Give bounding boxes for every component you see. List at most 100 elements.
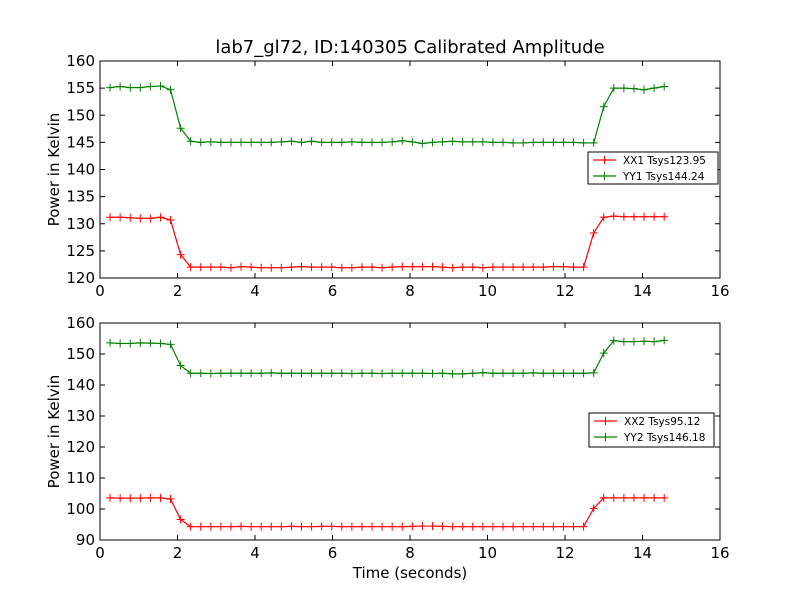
data-point <box>589 504 598 513</box>
data-point <box>619 84 628 93</box>
data-point <box>458 369 467 378</box>
data-point <box>337 522 346 531</box>
data-point <box>650 337 659 346</box>
data-point <box>297 138 306 147</box>
data-point <box>398 522 407 531</box>
data-point <box>136 83 145 92</box>
y-tick-label: 155 <box>66 79 95 97</box>
data-point <box>257 263 266 272</box>
data-point <box>196 138 205 147</box>
data-point <box>378 369 387 378</box>
data-point <box>337 138 346 147</box>
data-point <box>629 337 638 346</box>
data-point <box>216 522 225 531</box>
legend: XX1 Tsys123.95 YY1 Tsys144.24 <box>587 151 719 185</box>
data-point <box>579 522 588 531</box>
data-point <box>438 137 447 146</box>
legend: XX2 Tsys95.12 YY2 Tsys146.18 <box>588 412 715 448</box>
data-point <box>629 493 638 502</box>
legend-marker <box>600 172 609 180</box>
data-point <box>519 263 528 272</box>
data-point <box>257 138 266 147</box>
data-point <box>609 336 618 345</box>
data-point <box>126 339 135 348</box>
data-point <box>106 83 115 92</box>
data-point <box>327 263 336 272</box>
data-point <box>307 522 316 531</box>
data-point <box>519 138 528 147</box>
data-point <box>186 137 195 146</box>
data-point <box>357 522 366 531</box>
x-tick-label: 8 <box>405 282 415 300</box>
data-point <box>307 369 316 378</box>
data-point <box>559 369 568 378</box>
y-tick-label: 90 <box>76 531 95 549</box>
data-point <box>297 262 306 271</box>
legend-label: XX2 Tsys95.12 <box>624 416 700 428</box>
data-point <box>116 213 125 222</box>
data-point <box>226 263 235 272</box>
data-point <box>569 522 578 531</box>
data-point <box>448 369 457 378</box>
data-point <box>559 262 568 271</box>
data-point <box>287 522 296 531</box>
data-point <box>327 522 336 531</box>
legend-label: YY2 Tsys146.18 <box>623 432 705 444</box>
data-point <box>509 522 518 531</box>
data-point <box>418 262 427 271</box>
data-point <box>589 138 598 147</box>
data-point <box>277 522 286 531</box>
data-point <box>458 522 467 531</box>
y-tick-label: 120 <box>66 269 95 287</box>
data-point <box>237 369 246 378</box>
data-point <box>539 522 548 531</box>
data-point <box>519 522 528 531</box>
x-tick-label: 0 <box>95 544 105 562</box>
data-point <box>327 138 336 147</box>
legend-box <box>588 412 715 448</box>
data-point <box>438 369 447 378</box>
x-tick-label: 6 <box>328 282 338 300</box>
data-point <box>216 138 225 147</box>
data-point <box>539 263 548 272</box>
data-point <box>307 137 316 146</box>
y-tick-label: 135 <box>66 188 95 206</box>
data-point <box>156 81 165 90</box>
data-point <box>146 339 155 348</box>
data-point <box>106 338 115 347</box>
data-point <box>609 84 618 93</box>
x-tick-label: 12 <box>555 282 574 300</box>
data-point <box>529 522 538 531</box>
data-point <box>619 212 628 221</box>
legend-label: YY1 Tsys144.24 <box>622 171 705 183</box>
data-point <box>226 522 235 531</box>
data-point <box>146 214 155 223</box>
data-point <box>126 494 135 503</box>
data-point <box>156 213 165 222</box>
data-point <box>499 263 507 272</box>
data-point <box>247 369 256 378</box>
data-point <box>549 522 558 531</box>
data-point <box>156 339 165 348</box>
data-point <box>368 522 377 531</box>
data-point <box>660 82 669 91</box>
data-point <box>206 137 215 146</box>
data-point <box>499 369 507 378</box>
data-point <box>438 263 447 272</box>
x-tick-label: 2 <box>173 544 183 562</box>
data-point <box>186 369 195 378</box>
data-point <box>660 336 669 345</box>
data-point <box>599 102 608 111</box>
data-point <box>529 263 538 272</box>
legend-label: XX1 Tsys123.95 <box>623 155 706 167</box>
data-point <box>277 137 286 146</box>
data-point <box>347 263 356 272</box>
data-point <box>166 340 175 349</box>
data-point <box>166 85 175 94</box>
data-point <box>559 522 568 531</box>
y-tick-label: 130 <box>66 215 95 233</box>
data-point <box>599 349 608 358</box>
data-point <box>418 139 427 148</box>
figure-title: lab7_gl72, ID:140305 Calibrated Amplitud… <box>215 37 604 58</box>
